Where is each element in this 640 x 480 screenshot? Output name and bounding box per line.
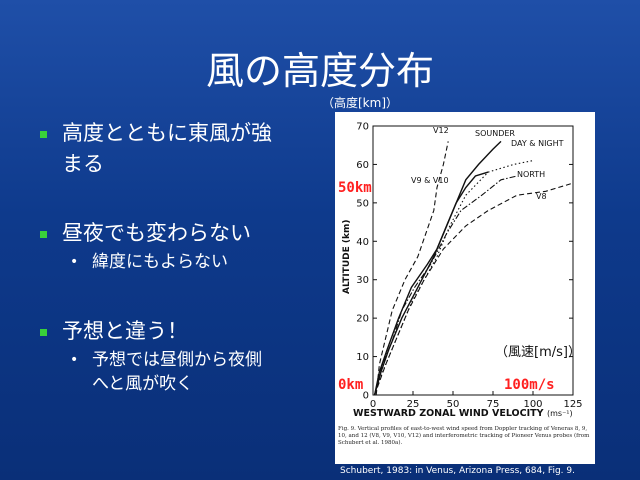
series-line-north [374, 175, 518, 396]
bullet-marker [40, 131, 47, 138]
bullet-marker [40, 231, 47, 238]
x-tick-label: 25 [407, 399, 420, 410]
sub-bullet-3-cont: へと風が吹く [92, 374, 194, 394]
x-tick-label: 50 [447, 399, 460, 410]
y-tick-label: 30 [356, 275, 369, 286]
series-line-v12 [375, 141, 449, 396]
x-axis-unit: (ms⁻¹) [547, 409, 573, 418]
label-0km: 0km [338, 377, 364, 393]
series-label-v8: V8 [536, 192, 547, 201]
y-tick-label: 50 [356, 198, 369, 209]
bullet-2: 昼夜でも変わらない [62, 221, 251, 245]
label-100ms: 100m/s [504, 377, 555, 393]
y-tick-label: 70 [356, 122, 369, 133]
sub-bullet-marker: • [70, 254, 79, 270]
sub-bullet-2: 緯度にもよらない [92, 252, 228, 272]
x-tick-label: 0 [370, 399, 376, 410]
y-tick-label: 60 [356, 160, 369, 171]
x-tick-label: 75 [487, 399, 500, 410]
series-label-day-night: DAY & NIGHT [511, 139, 564, 148]
y-tick-label: 10 [356, 352, 369, 363]
series-label-north: NORTH [517, 170, 545, 179]
figure-credit: Schubert, 1983: in Venus, Arizona Press,… [340, 466, 575, 476]
plot-frame [372, 125, 574, 396]
y-tick-label: 20 [356, 314, 369, 325]
wind-profile-chart: 0 10 20 30 40 50 60 70 0 25 50 75 100 125 V12 SOUNDER… [338, 122, 590, 447]
series-line-day-night [374, 160, 534, 396]
series-line-v9-v10 [373, 171, 489, 396]
sub-bullet-marker: • [70, 352, 79, 368]
bullet-3: 予想と違う！ [62, 319, 188, 343]
label-50km: 50km [338, 180, 372, 196]
bullet-1: 高度とともに東風が強 [62, 121, 272, 145]
speed-unit-label: （風速[m/s]） [495, 345, 581, 360]
bullet-marker [40, 329, 47, 336]
series-label-v9-v10: V9 & V10 [411, 176, 449, 185]
y-axis-label: ALTITUDE (km) [342, 220, 352, 295]
y-tick-label: 40 [356, 237, 369, 248]
height-unit-label: （高度[km]） [322, 96, 399, 110]
wind-profile-figure: 0 10 20 30 40 50 60 70 0 25 50 75 100 125 V12 SOUNDER… [335, 112, 595, 464]
x-tick-label: 100 [523, 399, 542, 410]
x-axis-label: WESTWARD ZONAL WIND VELOCITY [353, 408, 544, 419]
series-line-v8 [374, 183, 572, 396]
sub-bullet-3: 予想では昼側から夜側 [92, 350, 262, 370]
bullet-1-cont: まる [62, 152, 104, 176]
slide-title: 風の高度分布 [205, 49, 434, 93]
figure-caption: Fig. 9. Vertical profiles of east-to-wes… [338, 426, 590, 446]
x-tick-label: 125 [563, 399, 582, 410]
series-label-sounder: SOUNDER [475, 129, 515, 138]
y-tick-label: 0 [363, 391, 369, 402]
series-label-v12: V12 [433, 126, 449, 135]
